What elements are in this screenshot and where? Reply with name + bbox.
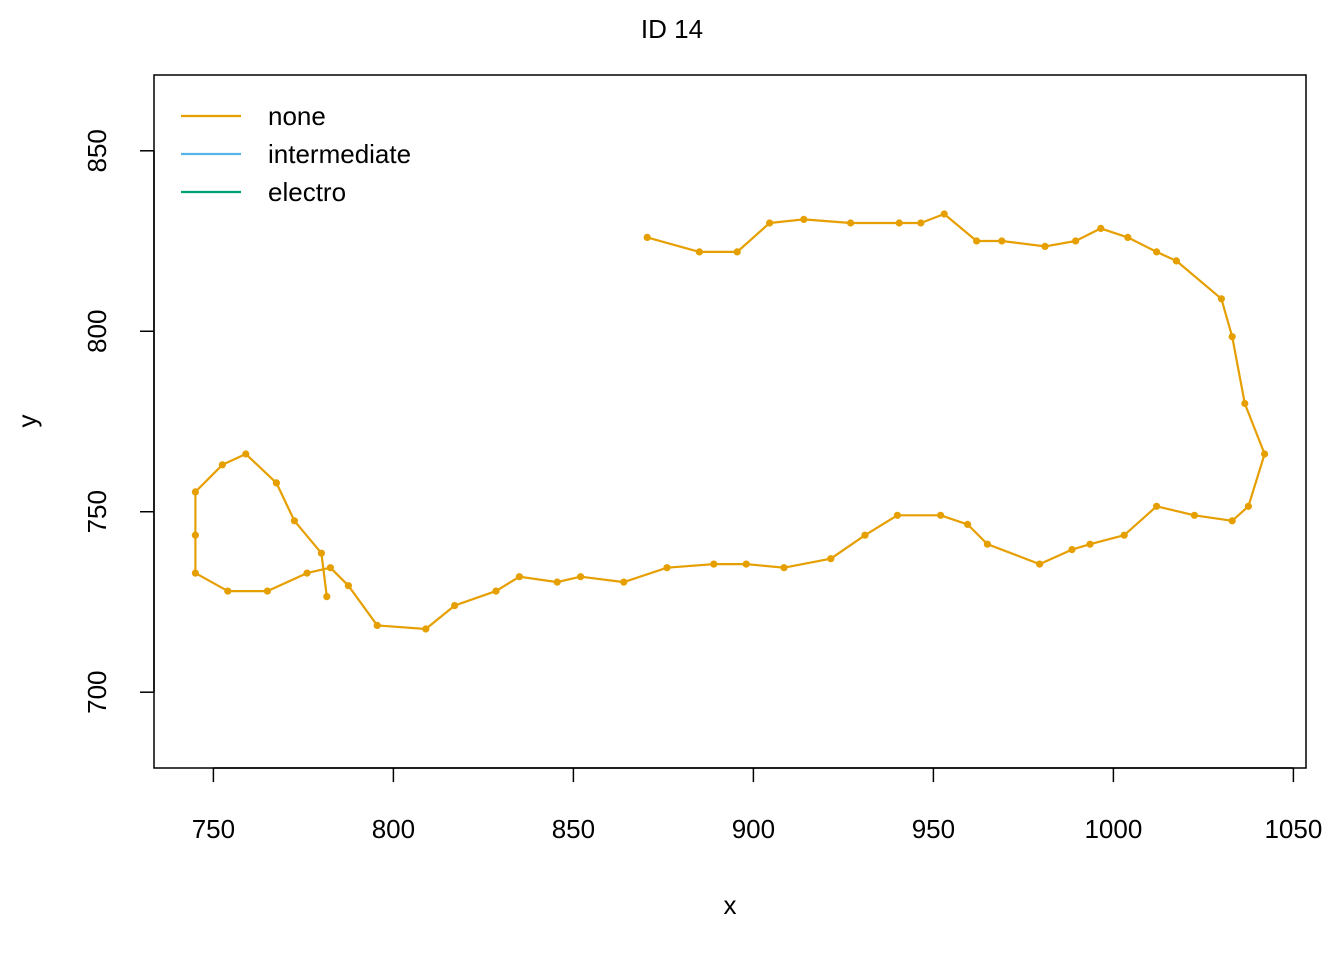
data-point [242, 450, 250, 458]
data-point [964, 520, 972, 529]
y-tick-label: 700 [82, 671, 112, 714]
x-tick-label: 1050 [1264, 814, 1322, 844]
data-point [1217, 295, 1225, 303]
y-tick-label: 800 [82, 310, 112, 353]
y-axis: 700 750 800 850 [82, 129, 155, 714]
data-point [1261, 450, 1269, 458]
data-point [191, 488, 199, 496]
data-point [1153, 502, 1161, 510]
data-point [766, 219, 774, 227]
series-line-none [194, 212, 1266, 631]
data-point [1072, 237, 1080, 245]
data-point [827, 555, 835, 563]
legend-label: electro [268, 177, 346, 207]
data-point [224, 587, 232, 595]
data-point [695, 248, 704, 256]
x-tick-label: 800 [372, 814, 415, 844]
data-point [553, 578, 561, 586]
x-tick-label: 950 [912, 814, 955, 844]
data-point [1153, 248, 1161, 256]
data-point [1228, 517, 1236, 525]
data-point [861, 531, 869, 539]
data-point [742, 560, 750, 568]
data-point [344, 582, 352, 590]
data-point [1244, 502, 1252, 510]
data-point [1172, 257, 1180, 265]
x-tick-label: 900 [732, 814, 775, 844]
data-point [422, 625, 430, 633]
legend-label: intermediate [268, 139, 411, 169]
data-point [577, 573, 585, 581]
y-axis-label: y [12, 415, 42, 428]
data-point [847, 219, 855, 227]
data-point [272, 479, 280, 487]
data-point [515, 573, 524, 581]
data-point [663, 564, 671, 572]
data-point [1036, 560, 1044, 568]
data-point [1086, 540, 1094, 548]
data-point [710, 560, 718, 568]
data-point [780, 564, 788, 572]
data-point [191, 531, 199, 539]
data-point [983, 540, 992, 548]
x-tick-label: 850 [552, 814, 595, 844]
data-point [733, 248, 741, 256]
data-point [323, 593, 331, 601]
y-tick-label: 750 [82, 490, 112, 533]
x-axis-label: x [724, 890, 737, 920]
data-point [326, 564, 334, 572]
y-tick-label: 850 [82, 129, 112, 172]
data-point [303, 569, 311, 577]
data-point [643, 233, 651, 241]
data-point [191, 569, 199, 577]
x-tick-label: 1000 [1084, 814, 1142, 844]
data-point [998, 237, 1006, 245]
legend-label: none [268, 101, 326, 131]
data-point [800, 215, 808, 223]
data-point [317, 549, 325, 557]
data-point [1068, 546, 1076, 554]
data-point [620, 578, 628, 586]
x-axis: 750 800 850 900 950 1000 1050 [192, 767, 1322, 844]
data-point [895, 219, 903, 227]
data-point [973, 237, 981, 245]
data-point [1228, 333, 1236, 341]
x-tick-label: 750 [192, 814, 235, 844]
data-point [1120, 531, 1128, 539]
data-point [1124, 233, 1132, 241]
data-point [1241, 399, 1249, 408]
legend-item-electro: electro [181, 177, 346, 207]
data-point [373, 621, 381, 630]
legend: none intermediate electro [181, 101, 411, 207]
data-point [218, 461, 226, 469]
data-point [937, 511, 945, 519]
series-layer [191, 210, 1269, 633]
data-point [290, 517, 298, 525]
data-point [263, 587, 271, 595]
chart-title: ID 14 [641, 14, 703, 44]
data-point [940, 210, 948, 218]
data-point [917, 219, 925, 227]
legend-item-intermediate: intermediate [181, 139, 411, 169]
data-point [1041, 242, 1049, 250]
data-point [451, 602, 459, 610]
legend-item-none: none [181, 101, 326, 131]
data-point [893, 511, 902, 519]
data-point [492, 587, 500, 595]
data-point [1097, 224, 1105, 232]
data-point [1190, 511, 1198, 519]
